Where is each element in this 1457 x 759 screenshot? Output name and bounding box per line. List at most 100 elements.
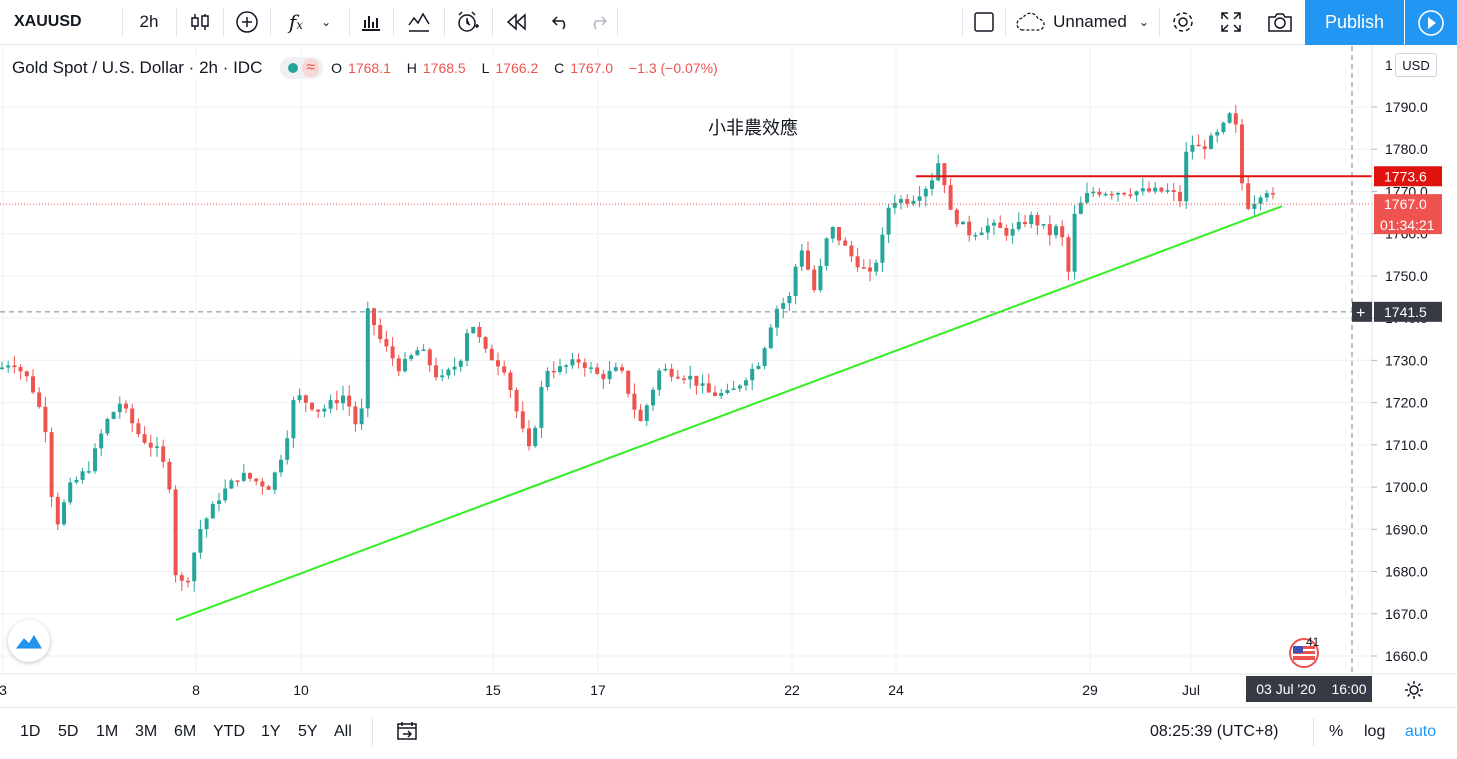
publish-button[interactable]: Publish xyxy=(1305,0,1404,45)
tradingview-logo[interactable] xyxy=(8,620,50,662)
range-1m[interactable]: 1M xyxy=(96,723,119,740)
last-price-label: 1767.0 xyxy=(1384,196,1427,212)
candle-body xyxy=(167,461,172,490)
camera-icon[interactable] xyxy=(1256,0,1304,44)
candle-body xyxy=(0,367,4,370)
timezone-clock[interactable]: 08:25:39 (UTC+8) xyxy=(1150,723,1279,740)
candle-body xyxy=(99,433,104,449)
market-open-icon xyxy=(288,63,299,73)
plus-icon[interactable]: + xyxy=(1356,305,1365,322)
alert-clock-icon[interactable] xyxy=(445,0,491,44)
candle-body xyxy=(551,370,556,373)
replay-icon[interactable] xyxy=(493,0,539,44)
candle-body xyxy=(713,392,717,396)
candle-body xyxy=(675,376,680,379)
range-3m[interactable]: 3M xyxy=(135,723,158,740)
candle-body xyxy=(961,221,965,225)
redo-icon[interactable] xyxy=(580,0,616,44)
candle-body xyxy=(502,366,507,373)
range-6m[interactable]: 6M xyxy=(174,723,197,740)
candle-body xyxy=(1016,221,1021,230)
candle-body xyxy=(1023,221,1027,225)
chevron-down-icon: ⌄ xyxy=(1138,15,1149,29)
publish-play-icon[interactable] xyxy=(1405,0,1457,45)
candle-body xyxy=(217,500,221,505)
time-tick-label: 22 xyxy=(784,682,800,698)
goto-date-icon[interactable] xyxy=(396,720,418,747)
candle-body xyxy=(570,359,575,366)
candle-body xyxy=(440,375,445,378)
candle-body xyxy=(1072,213,1077,272)
candle-body xyxy=(1122,192,1127,195)
candle-body xyxy=(706,383,711,393)
fullscreen-icon[interactable] xyxy=(1208,0,1254,44)
price-tick-label: 1680.0 xyxy=(1385,564,1428,580)
time-axis[interactable]: 3 8 10 15 17 22 24 29 Jul xyxy=(0,673,1457,698)
candle-body xyxy=(186,580,190,583)
candle-body xyxy=(285,438,290,460)
price-axis[interactable]: 1790.01780.01770.01760.01750.01740.01730… xyxy=(1352,46,1457,674)
candle-body xyxy=(1147,188,1151,192)
candle-body xyxy=(248,472,252,479)
log-toggle[interactable]: log xyxy=(1364,723,1386,740)
indicators-button[interactable]: fx ⌄ xyxy=(271,0,349,44)
auto-toggle[interactable]: auto xyxy=(1405,723,1437,740)
toolbar-divider xyxy=(176,8,177,36)
price-chart[interactable]: 1790.01780.01770.01760.01750.01740.01730… xyxy=(0,46,1457,707)
range-5y[interactable]: 5Y xyxy=(298,723,318,740)
layout-select-icon[interactable] xyxy=(963,0,1005,44)
candles-style-icon[interactable] xyxy=(177,0,223,44)
layout-name-button[interactable]: Unnamed ⌄ xyxy=(1006,0,1158,44)
range-5d[interactable]: 5D xyxy=(58,723,79,740)
candle-body xyxy=(644,405,649,422)
candle-body xyxy=(427,349,432,366)
market-status-badge[interactable]: ≈ xyxy=(280,57,324,79)
candle-body xyxy=(68,482,73,503)
financials-icon[interactable] xyxy=(350,0,392,44)
candle-body xyxy=(130,408,135,424)
toolbar-divider xyxy=(393,8,394,36)
range-1d[interactable]: 1D xyxy=(20,723,41,740)
candle-body xyxy=(471,326,476,334)
candle-body xyxy=(458,360,463,367)
toolbar-divider xyxy=(349,8,350,36)
candle-body xyxy=(303,395,308,403)
candle-body xyxy=(899,199,903,203)
toolbar-divider xyxy=(444,8,445,36)
symbol-title[interactable]: Gold Spot / U.S. Dollar · 2h · IDC xyxy=(12,58,263,77)
candle-body xyxy=(1085,193,1089,203)
gear-icon[interactable] xyxy=(1160,0,1206,44)
symbol-search-button[interactable]: XAUUSD xyxy=(14,13,82,30)
support-trendline[interactable] xyxy=(175,205,1283,622)
candle-body xyxy=(905,199,910,204)
candle-body xyxy=(483,337,488,349)
candle-body xyxy=(1196,144,1201,147)
chart-annotation-text[interactable]: 小非農效應 xyxy=(708,118,798,139)
price-tick-label: 1790.0 xyxy=(1385,99,1428,115)
resistance-price-label: 1773.6 xyxy=(1384,168,1427,184)
economic-event-flag-icon[interactable] xyxy=(1288,637,1320,669)
range-1y[interactable]: 1Y xyxy=(261,723,281,740)
axis-settings-icon[interactable] xyxy=(1402,678,1426,702)
candle-body xyxy=(874,262,879,272)
templates-icon[interactable] xyxy=(394,0,444,44)
candle-body xyxy=(954,209,959,225)
crosshair-plus-button[interactable] xyxy=(1352,301,1372,322)
candle-body xyxy=(365,308,370,409)
top-toolbar: XAUUSD 2h fx ⌄ Unnamed ⌄ xyxy=(0,0,1457,45)
currency-button[interactable]: USD xyxy=(1395,53,1437,77)
candle-body xyxy=(756,366,761,369)
candle-body xyxy=(626,370,631,394)
percent-toggle[interactable]: % xyxy=(1329,723,1344,740)
candle-body xyxy=(378,325,383,340)
range-ytd[interactable]: YTD xyxy=(213,723,245,740)
candle-body xyxy=(582,362,587,368)
interval-button[interactable]: 2h xyxy=(139,12,159,31)
undo-icon[interactable] xyxy=(540,0,582,44)
range-all[interactable]: All xyxy=(334,723,352,740)
candle-body xyxy=(843,240,848,246)
candle-body xyxy=(353,406,358,425)
candle-body xyxy=(62,502,66,525)
compare-add-icon[interactable] xyxy=(224,0,270,44)
candle-body xyxy=(1209,135,1213,149)
